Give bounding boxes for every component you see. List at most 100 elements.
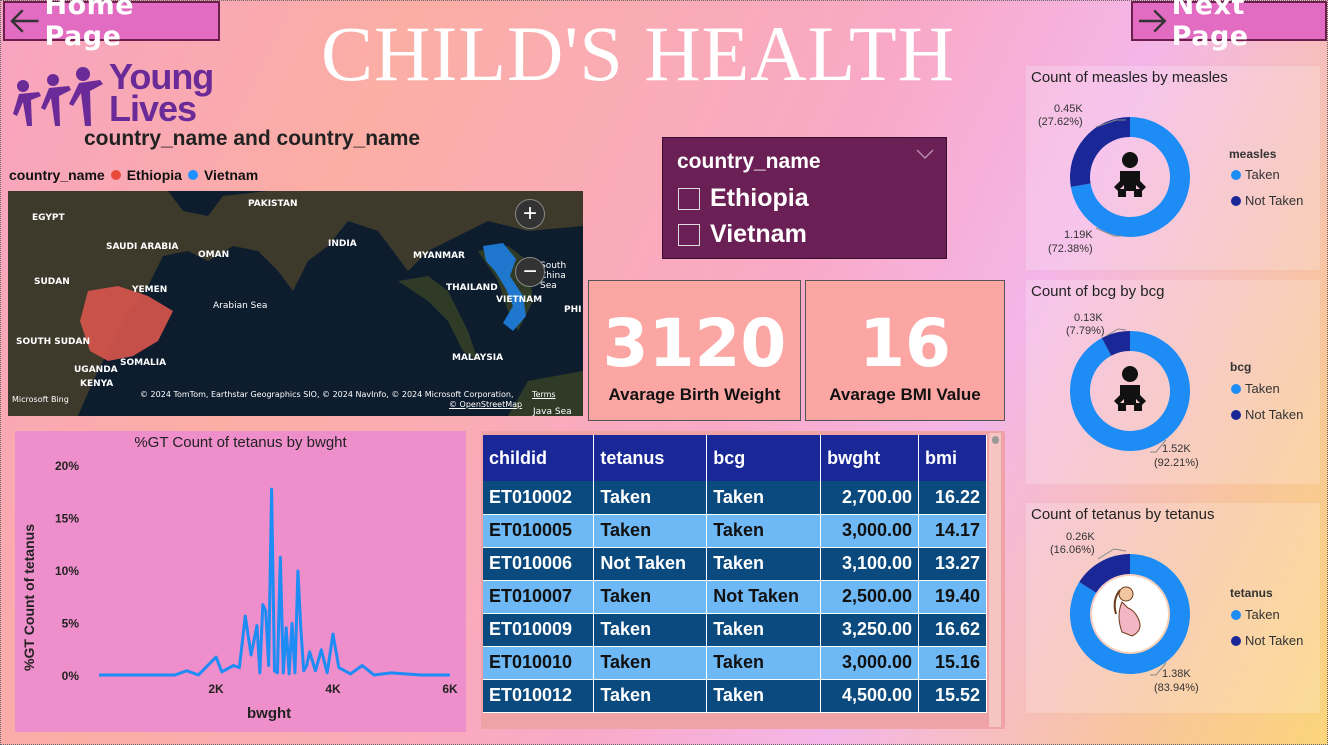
donut-slice-taken[interactable]: [1070, 331, 1190, 451]
map-terms-link[interactable]: Terms: [532, 390, 556, 399]
table-cell: Taken: [593, 646, 708, 680]
zoom-in-button[interactable]: +: [515, 199, 545, 229]
x-tick-label: 2K: [208, 682, 224, 696]
vietnam-dot-icon: [187, 170, 198, 180]
table-row[interactable]: ET010002 Taken Taken 2,700.00 16.22: [483, 481, 987, 515]
map-legend: country_name Ethiopia Vietnam: [9, 167, 258, 183]
donut-slice-taken[interactable]: [1070, 554, 1190, 674]
map-label-pakistan: PAKISTAN: [248, 199, 298, 209]
table-cell: Taken: [593, 679, 708, 713]
donut-legend-title: tetanus: [1230, 586, 1273, 600]
table-cell: 3,250.00: [820, 613, 920, 647]
data-label-taken-pct: (83.94%): [1154, 682, 1199, 694]
table-row[interactable]: ET010010 Taken Taken 3,000.00 15.16: [483, 646, 987, 680]
page-title: CHILD'S HEALTH: [321, 10, 956, 97]
table-row[interactable]: ET010007 Taken Not Taken 2,500.00 19.40: [483, 580, 987, 614]
osm-link[interactable]: © OpenStreetMap: [449, 400, 523, 409]
legend-item-not-taken[interactable]: Not Taken: [1231, 407, 1303, 422]
map-label-yemen: YEMEN: [132, 285, 168, 295]
table-row[interactable]: ET010012 Taken Taken 4,500.00 15.52: [483, 679, 987, 713]
map-legend-title: country_name: [9, 167, 105, 183]
arrow-left-icon: [10, 9, 39, 33]
scroll-thumb[interactable]: [992, 436, 999, 444]
data-label-not-taken-pct: (7.79%): [1066, 325, 1105, 337]
x-tick-label: 4K: [325, 682, 341, 696]
measles-donut-panel[interactable]: Count of measles by measles 0.45K (27.62%…: [1026, 66, 1320, 270]
table-cell: 3,100.00: [820, 547, 920, 581]
table-cell: ET010010: [483, 646, 595, 680]
slicer-option-ethiopia[interactable]: Ethiopia: [678, 184, 809, 213]
tetanus-donut-panel[interactable]: Count of tetanus by tetanus 0.26K (16.06%…: [1026, 503, 1320, 713]
table-cell: 19.40: [918, 580, 987, 614]
legend-item-taken[interactable]: Taken: [1231, 167, 1280, 182]
zoom-out-button[interactable]: −: [515, 257, 545, 287]
tetanus-line-chart[interactable]: %GT Count of tetanus by bwght 0% 5% 10% 15%…: [15, 431, 466, 732]
series-line[interactable]: [99, 487, 450, 677]
column-header[interactable]: tetanus: [593, 435, 708, 481]
chevron-down-icon[interactable]: [916, 148, 934, 160]
column-header[interactable]: childid: [483, 435, 595, 481]
donut-legend-title: measles: [1229, 147, 1277, 161]
map-label-south-china-sea: South China Sea: [540, 261, 567, 291]
table-row[interactable]: ET010006 Not Taken Taken 3,100.00 13.27: [483, 547, 987, 581]
column-header[interactable]: bcg: [706, 435, 822, 481]
data-label-not-taken: 0.45K: [1054, 103, 1083, 115]
column-header[interactable]: bwght: [820, 435, 920, 481]
map-legend-vietnam: Vietnam: [203, 167, 259, 183]
table-cell: 3,000.00: [820, 646, 920, 680]
x-axis-label: bwght: [247, 705, 292, 722]
logo-line1: Young: [109, 56, 214, 97]
map-label-oman: OMAN: [198, 250, 230, 260]
table-cell: 16.22: [918, 481, 987, 515]
x-tick-label: 6K: [442, 682, 458, 696]
donut-chart: [1070, 328, 1190, 453]
legend-item-taken[interactable]: Taken: [1231, 607, 1280, 622]
table-cell: Not Taken: [706, 580, 822, 614]
legend-label: Not Taken: [1245, 633, 1304, 648]
legend-dot-icon: [1231, 635, 1241, 646]
y-tick-label: 0%: [62, 669, 80, 683]
table-row[interactable]: ET010009 Taken Taken 3,250.00 16.62: [483, 613, 987, 647]
country-slicer: country_name Ethiopia Vietnam: [662, 137, 947, 259]
map-title: country_name and country_name: [84, 127, 421, 150]
column-header[interactable]: bmi: [918, 435, 987, 481]
bing-logo: Microsoft Bing: [12, 395, 69, 404]
data-label-taken: 1.52K: [1162, 443, 1191, 455]
child-table[interactable]: childid tetanus bcg bwght bmi ET010002 Taken T…: [481, 431, 1005, 729]
card-label: Avarage Birth Weight: [608, 385, 781, 404]
table-cell: 3,000.00: [820, 514, 920, 548]
table-cell: Taken: [706, 514, 822, 548]
vietnam-region: [483, 243, 526, 331]
legend-item-taken[interactable]: Taken: [1231, 381, 1280, 396]
map-label-vietnam: VIETNAM: [496, 295, 543, 305]
table-row[interactable]: ET010005 Taken Taken 3,000.00 14.17: [483, 514, 987, 548]
table-scrollbar[interactable]: [989, 433, 1001, 727]
bcg-donut-panel[interactable]: Count of bcg by bcg 0.13K (7.79%) 1.52K (92…: [1026, 280, 1320, 484]
ethiopia-dot-icon: [110, 170, 121, 180]
table-cell: Taken: [706, 481, 822, 515]
legend-item-not-taken[interactable]: Not Taken: [1231, 633, 1303, 648]
donut-slice-taken[interactable]: [1070, 117, 1190, 238]
checkbox-icon[interactable]: [678, 223, 700, 246]
next-page-button[interactable]: Next Page: [1131, 0, 1327, 52]
donut-slice-not-taken[interactable]: [1070, 117, 1130, 187]
legend-label: Taken: [1245, 167, 1280, 182]
checkbox-icon[interactable]: [678, 187, 700, 210]
table-cell: 2,500.00: [820, 580, 920, 614]
baby-icon: [1114, 366, 1146, 411]
donut-slice-not-taken[interactable]: [1101, 331, 1130, 356]
table-cell: 15.16: [918, 646, 987, 680]
map-label-myanmar: MYANMAR: [413, 251, 465, 261]
home-page-button[interactable]: Home Page: [3, 0, 220, 52]
slicer-option-vietnam[interactable]: Vietnam: [678, 220, 807, 249]
map-label-sudan: SUDAN: [34, 277, 70, 287]
legend-item-not-taken[interactable]: Not Taken: [1231, 193, 1303, 208]
table-cell: Taken: [593, 481, 708, 515]
map-label-india: INDIA: [328, 239, 357, 249]
donut-slice-not-taken[interactable]: [1079, 554, 1130, 593]
table-cell: ET010009: [483, 613, 595, 647]
legend-label: Taken: [1245, 381, 1280, 396]
map-visual[interactable]: EGYPT PAKISTAN SAUDI ARABIA INDIA OMAN M…: [8, 191, 583, 416]
baby-icon: [1114, 152, 1146, 197]
map-label-malaysia: MALAYSIA: [452, 353, 504, 363]
